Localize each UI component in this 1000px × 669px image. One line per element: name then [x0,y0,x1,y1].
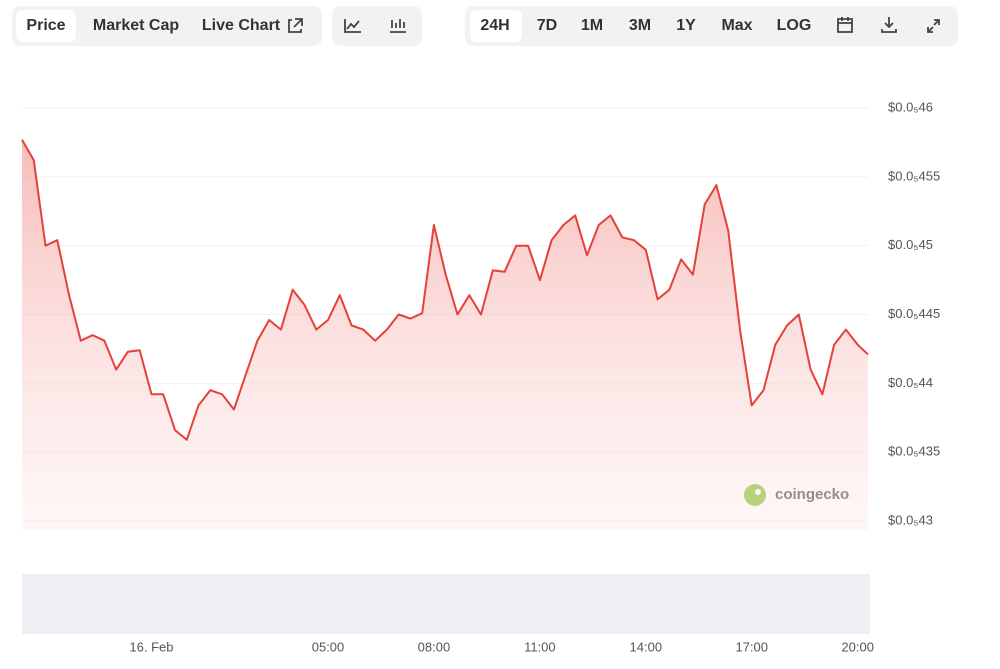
range-button[interactable]: 3M [629,17,651,34]
x-tick-label: 08:00 [418,639,451,654]
range-group [465,6,958,46]
y-tick-label: $0.0₅455 [888,168,940,183]
x-tick-label: 20:00 [841,639,874,654]
external-icon [288,18,303,33]
range-button[interactable]: 1Y [676,17,696,34]
x-tick-label: 11:00 [524,639,556,654]
price-area [22,139,868,530]
price-line [21,139,869,441]
x-tick-label: 05:00 [312,639,345,654]
tab[interactable]: Market Cap [93,17,179,34]
y-tick-label: $0.0₅435 [888,444,940,459]
active-tab [16,10,76,42]
range-button[interactable]: Max [721,17,752,34]
y-tick-label: $0.0₅46 [888,99,933,114]
tab[interactable]: Price [26,17,65,34]
type-group [332,6,422,46]
bar-icon[interactable] [390,19,406,33]
y-tick-label: $0.0₅45 [888,237,933,252]
x-tick-label: 17:00 [735,639,768,654]
range-button[interactable]: 1M [581,17,603,34]
expand-icon[interactable] [927,19,940,33]
tab-group [12,6,322,46]
active-range [470,10,522,42]
calendar-icon[interactable] [837,17,853,33]
y-tick-label: $0.0₅445 [888,306,940,321]
volume-area [22,574,870,634]
range-button[interactable]: 7D [537,17,557,34]
y-tick-label: $0.0₅44 [888,375,933,390]
tab[interactable]: Live Chart [202,17,281,34]
download-icon[interactable] [881,17,897,33]
x-tick-label: 14:00 [630,639,663,654]
line-icon[interactable] [344,19,361,33]
range-button[interactable]: 24H [480,17,509,34]
y-tick-label: $0.0₅43 [888,512,933,527]
range-button[interactable]: LOG [777,17,812,34]
x-tick-label: 16. Feb [129,639,173,654]
